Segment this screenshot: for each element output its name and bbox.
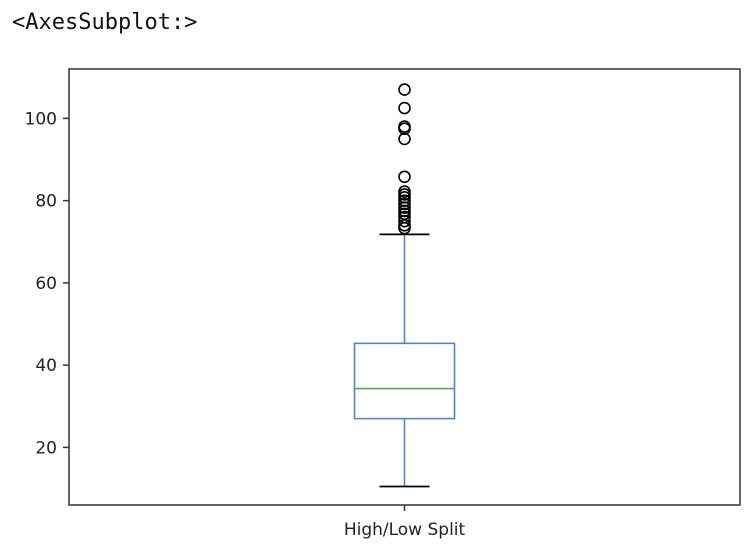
x-tick-label: High/Low Split [344, 520, 466, 540]
outlier-point [398, 201, 411, 214]
outlier-point [398, 170, 411, 184]
y-tick-label: 40 [35, 356, 57, 376]
iqr-box [353, 342, 456, 420]
y-tick-label: 100 [25, 109, 57, 129]
outlier-point [398, 197, 411, 211]
y-tick-label: 20 [35, 438, 57, 458]
outlier-point [398, 221, 411, 235]
output-repr-text: <AxesSubplot:> [12, 10, 198, 35]
box-group [353, 83, 456, 488]
outlier-point [398, 132, 411, 146]
outlier-point [398, 214, 411, 228]
y-tick-label: 60 [35, 274, 57, 294]
outlier-point [398, 101, 411, 115]
x-axis: High/Low Split [344, 505, 466, 540]
outlier-point [398, 83, 411, 96]
y-axis: 20 40 60 80 100 [25, 109, 69, 458]
y-tick-label: 80 [35, 192, 57, 212]
